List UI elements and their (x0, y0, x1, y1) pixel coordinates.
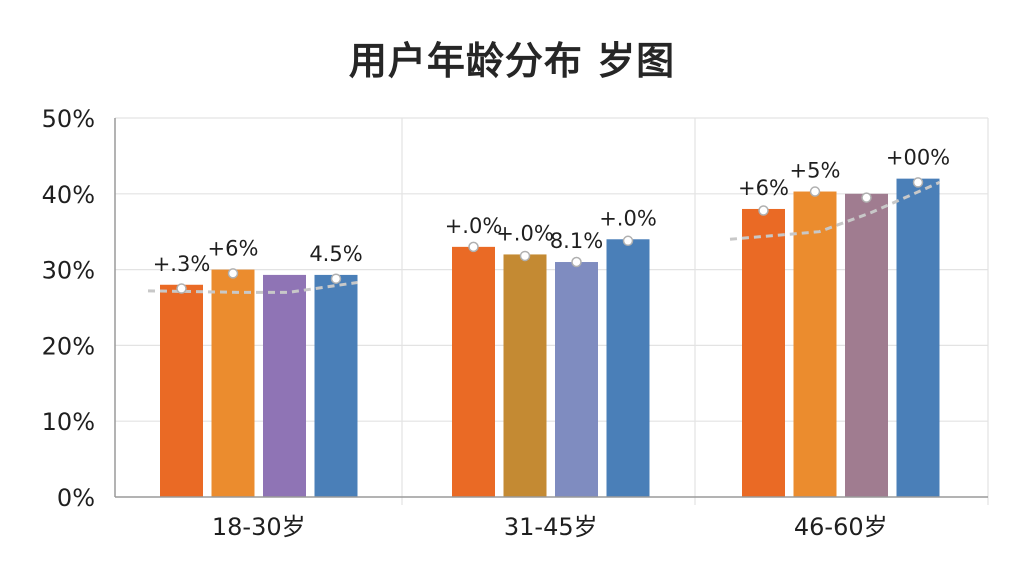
trend-line (729, 181, 941, 241)
x-tick-label: 46-60岁 (794, 513, 888, 541)
trend-marker (861, 192, 872, 203)
chart-title: 用户年龄分布 岁图 (348, 39, 676, 83)
bar (160, 284, 203, 497)
x-tick-label: 18-30岁 (212, 513, 306, 541)
bar (845, 193, 888, 498)
y-tick-label: 40% (42, 181, 95, 209)
bar (314, 274, 358, 497)
trend-marker (227, 268, 239, 279)
bar (606, 239, 650, 497)
trend-marker (330, 273, 342, 284)
x-tick-label: 31-45岁 (504, 513, 598, 541)
trend-marker (468, 241, 479, 253)
bar (263, 274, 306, 497)
bar (742, 208, 785, 497)
bar (793, 191, 837, 497)
data-label: +.3% (153, 252, 211, 276)
y-tick-label: 0% (57, 484, 95, 512)
bars (160, 178, 940, 498)
trend-marker (176, 283, 187, 294)
y-tick-label: 30% (42, 257, 95, 285)
y-tick-label: 10% (42, 408, 95, 436)
data-label: +.0% (445, 214, 503, 238)
data-label: +.0% (599, 206, 657, 230)
data-label: +00% (886, 146, 950, 170)
data-label: +6% (208, 237, 259, 261)
bar (211, 269, 255, 497)
trend-lines (147, 181, 941, 294)
data-label: 4.5% (309, 242, 362, 266)
bar (896, 178, 940, 497)
gridlines (115, 117, 989, 505)
y-tick-label: 20% (42, 332, 95, 360)
trend-marker (758, 205, 769, 216)
data-label: +.0% (496, 221, 554, 245)
trend-line (147, 281, 358, 294)
trend-marker (571, 256, 582, 268)
trend-marker (809, 186, 821, 197)
axes: 0% 10% 20% 30% 40% 50% 18-30岁 31-45岁 46-60岁 (42, 105, 988, 541)
trend-marker (912, 177, 924, 188)
trend-marker (519, 250, 531, 262)
trend-marker (622, 235, 634, 247)
bar (555, 262, 598, 497)
data-label: 8.1% (550, 229, 603, 253)
data-labels: +.3%+6% 4.5%+.0%+.0%8.1%+.0%+6%+5%+00% (153, 146, 950, 294)
bar (452, 246, 495, 497)
y-tick-label: 50% (42, 105, 95, 133)
data-label: +6% (738, 176, 789, 200)
bar (503, 254, 547, 497)
data-label: +5% (790, 159, 841, 183)
